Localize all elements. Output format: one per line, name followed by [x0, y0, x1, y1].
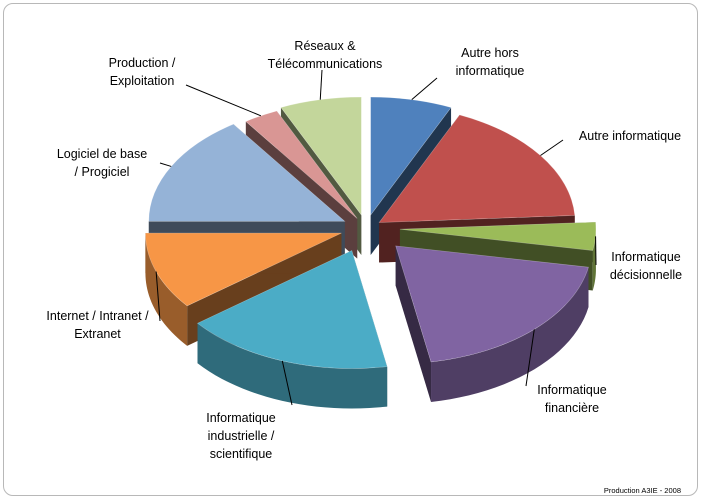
- slice-logiciel-de-base-progiciel: [148, 123, 346, 222]
- slice-informatique-financiere: [395, 245, 589, 363]
- leader-line: [281, 360, 293, 406]
- label-informatique-decisionnelle: Informatique décisionnelle: [609, 250, 683, 282]
- label-autre-hors-informatique: Autre hors informatique: [455, 46, 525, 78]
- leader-lines: [155, 69, 597, 406]
- slice-edge: [197, 323, 388, 409]
- leader-line: [540, 139, 564, 156]
- slice-edge: [145, 233, 188, 346]
- label-informatique-financiere: Informatique financière: [537, 383, 607, 415]
- label-informatique-industrielle: Informatique industrielle / scientifique: [206, 411, 276, 461]
- slice-production-exploitation: [245, 110, 358, 219]
- leader-line: [319, 69, 323, 100]
- label-reseaux-telecom: Réseaux & Télécommunications: [267, 39, 383, 71]
- leader-line: [525, 329, 535, 387]
- source-note: Production A3IE - 2008: [603, 486, 681, 495]
- label-logiciel-de-base: Logiciel de base / Progiciel: [56, 147, 148, 179]
- slice-informatique-industrielle-scientifique: [196, 250, 388, 369]
- slice-edge: [592, 229, 596, 291]
- leader-line: [185, 84, 262, 117]
- leader-line: [155, 271, 161, 322]
- slice-wall: [395, 245, 432, 402]
- slice-autre-informatique: [378, 114, 576, 223]
- label-production-exploitation: Production / Exploitation: [108, 56, 176, 88]
- leader-line: [411, 77, 438, 101]
- label-autre-informatique: Autre informatique: [578, 129, 682, 143]
- slice-tops: [145, 96, 597, 369]
- slice-autre-hors-informatique: [370, 96, 452, 216]
- leader-line: [159, 162, 172, 167]
- slice-informatique-decisionnelle: [399, 221, 597, 251]
- slice-reseaux-telecommunications: [280, 96, 362, 216]
- slice-edge: [431, 267, 589, 402]
- label-internet-intranet: Internet / Intranet / Extranet: [46, 309, 149, 341]
